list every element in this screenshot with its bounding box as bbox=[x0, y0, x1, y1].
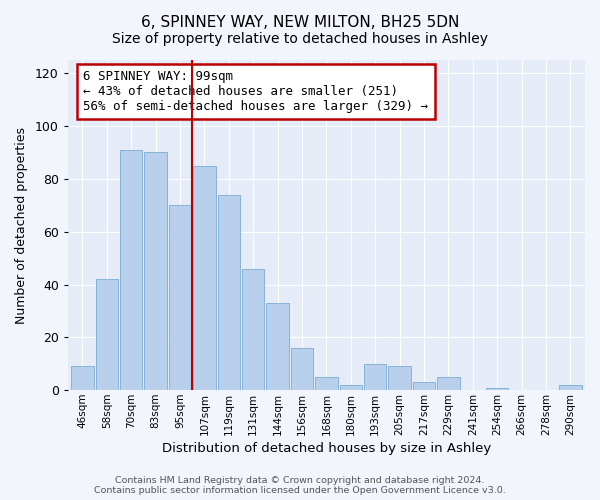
Bar bbox=[193, 166, 215, 390]
Bar bbox=[145, 152, 167, 390]
Text: 6, SPINNEY WAY, NEW MILTON, BH25 5DN: 6, SPINNEY WAY, NEW MILTON, BH25 5DN bbox=[141, 15, 459, 30]
Bar bbox=[242, 268, 265, 390]
Bar bbox=[291, 348, 313, 390]
Text: 6 SPINNEY WAY: 99sqm
← 43% of detached houses are smaller (251)
56% of semi-deta: 6 SPINNEY WAY: 99sqm ← 43% of detached h… bbox=[83, 70, 428, 113]
Text: Contains HM Land Registry data © Crown copyright and database right 2024.
Contai: Contains HM Land Registry data © Crown c… bbox=[94, 476, 506, 495]
Bar bbox=[413, 382, 435, 390]
Y-axis label: Number of detached properties: Number of detached properties bbox=[15, 126, 28, 324]
Bar bbox=[169, 206, 191, 390]
X-axis label: Distribution of detached houses by size in Ashley: Distribution of detached houses by size … bbox=[162, 442, 491, 455]
Bar bbox=[388, 366, 411, 390]
Text: Size of property relative to detached houses in Ashley: Size of property relative to detached ho… bbox=[112, 32, 488, 46]
Bar bbox=[437, 377, 460, 390]
Bar bbox=[364, 364, 386, 390]
Bar bbox=[95, 279, 118, 390]
Bar bbox=[559, 385, 581, 390]
Bar bbox=[315, 377, 338, 390]
Bar bbox=[266, 303, 289, 390]
Bar bbox=[486, 388, 508, 390]
Bar bbox=[71, 366, 94, 390]
Bar bbox=[120, 150, 142, 390]
Bar bbox=[340, 385, 362, 390]
Bar bbox=[218, 194, 240, 390]
